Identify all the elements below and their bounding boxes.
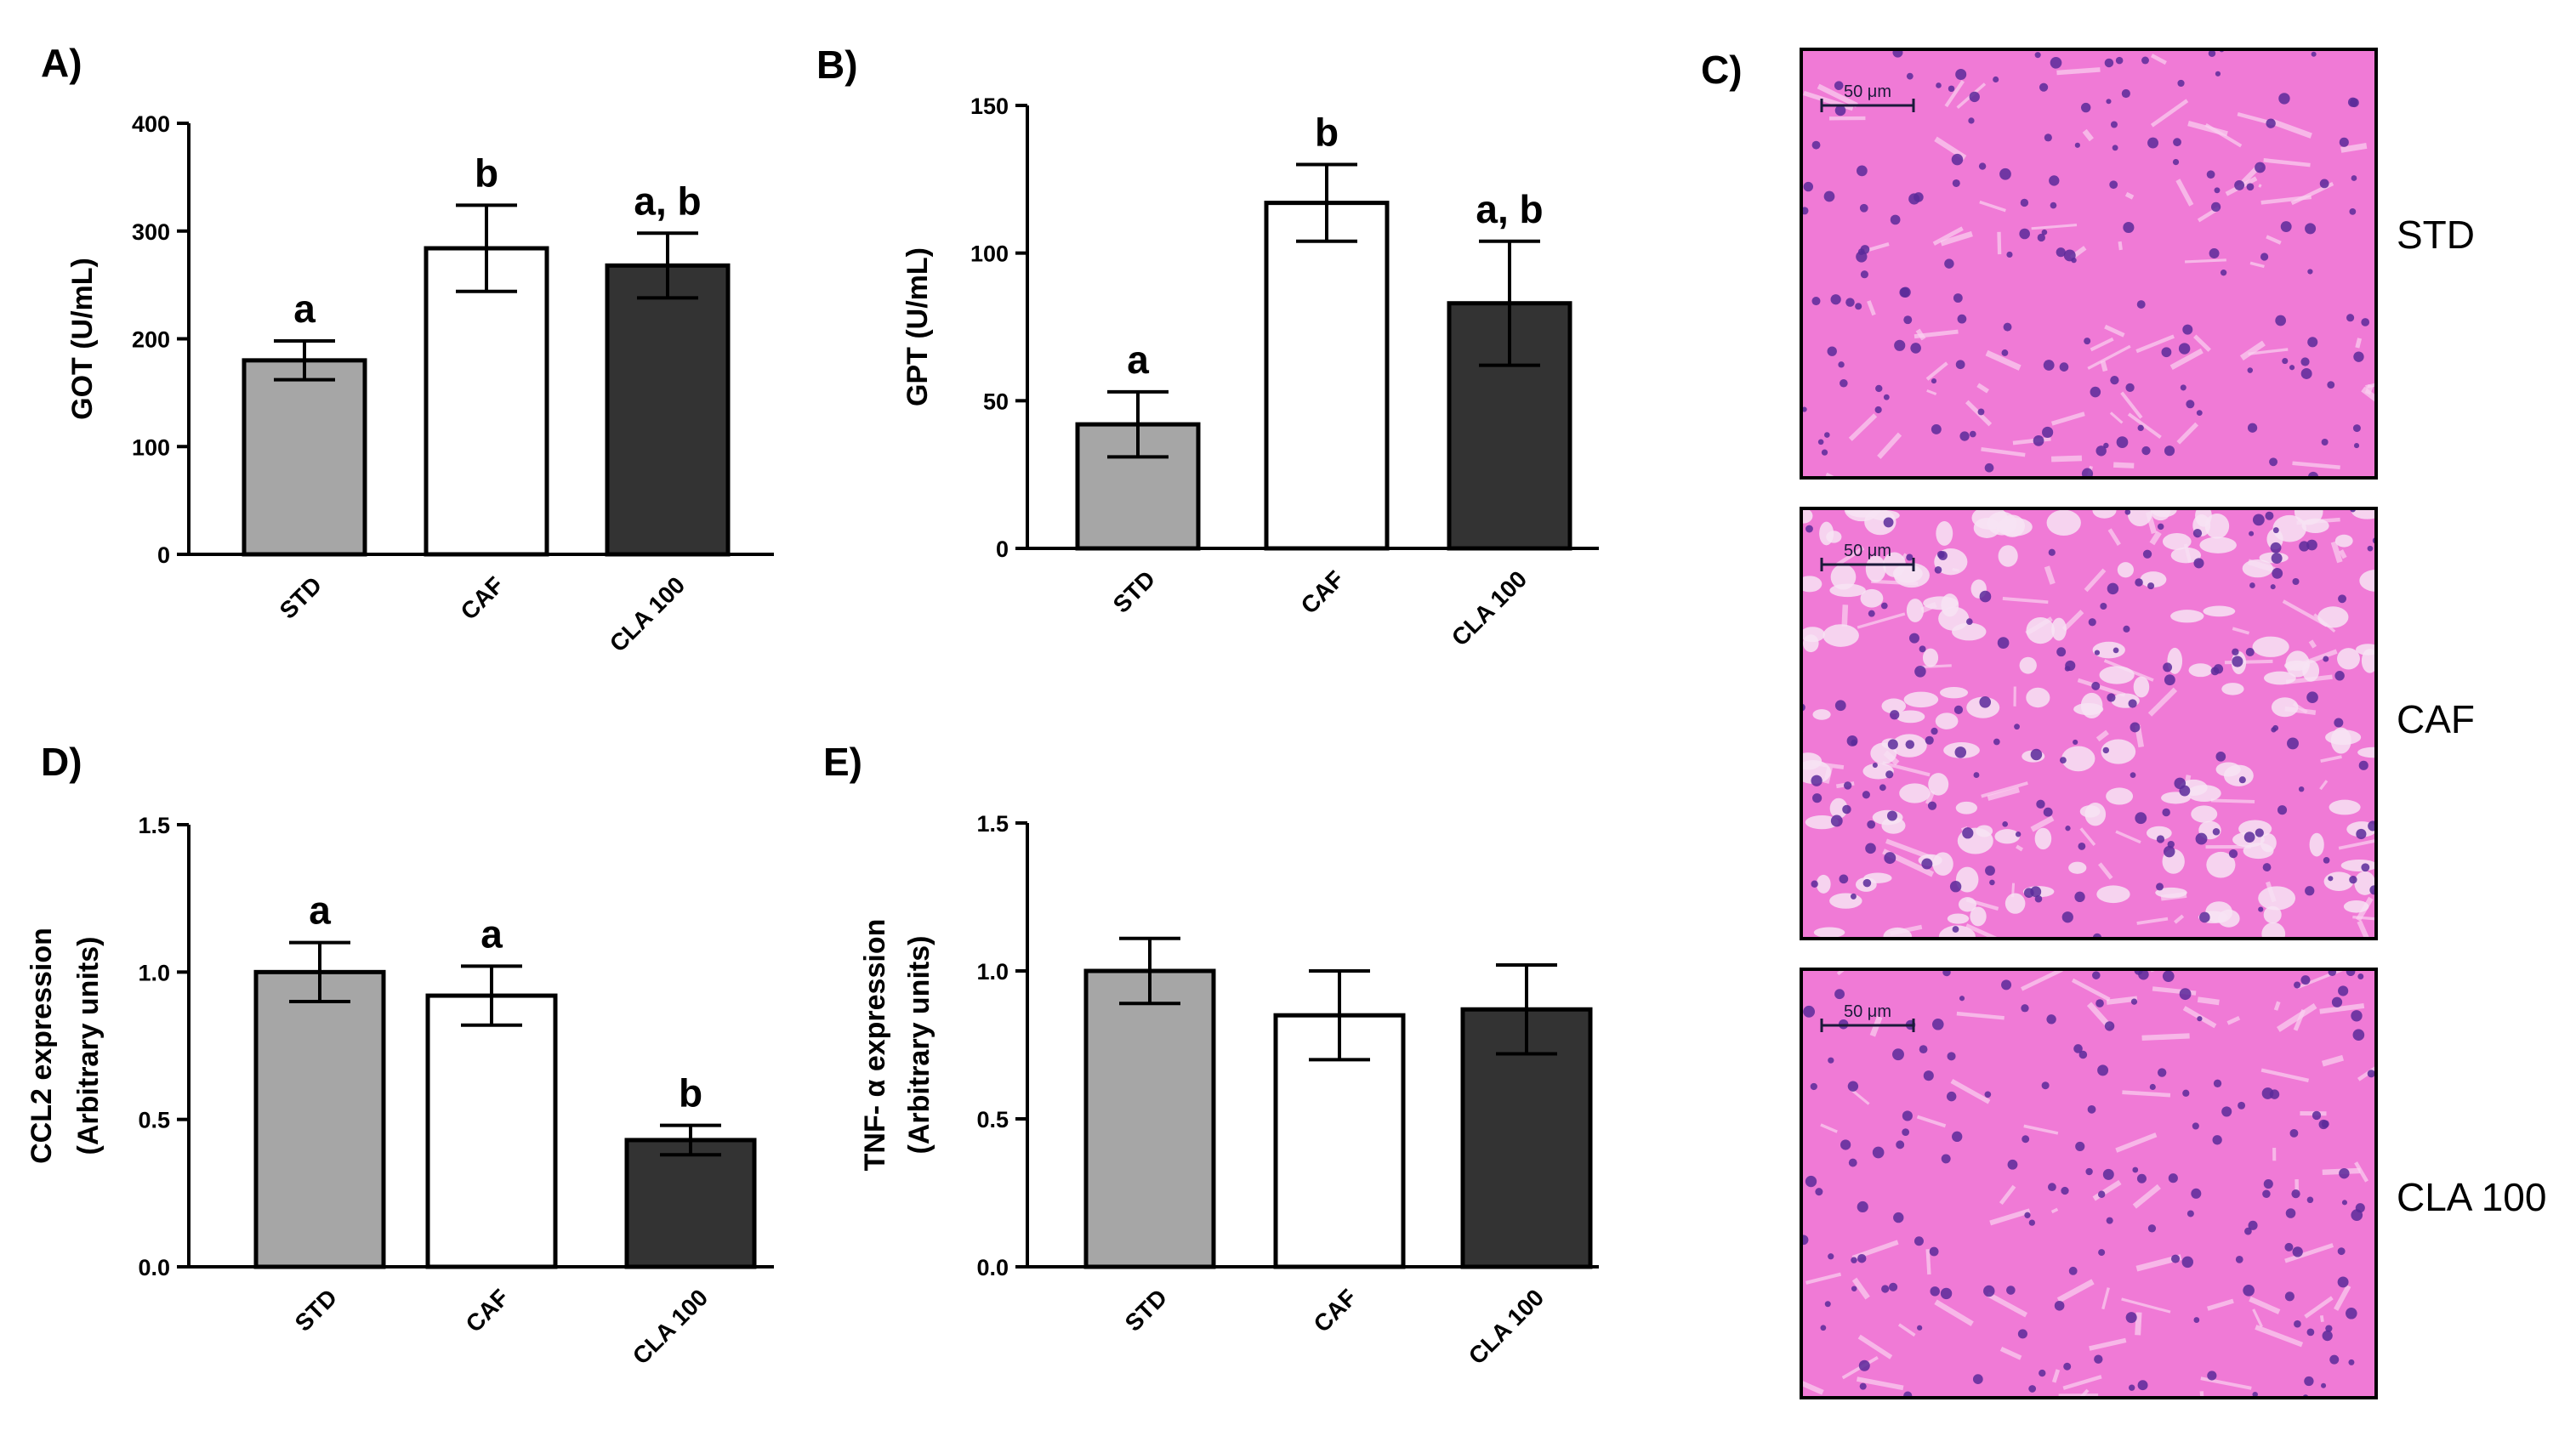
- error-bar: [1107, 389, 1169, 459]
- chart-gpt: 0 50 100 150 GPT (U/mL) a STD b CAF a, b CLA 100: [901, 94, 1599, 651]
- panel-letter-a: A): [41, 41, 82, 85]
- error-bar: [289, 940, 350, 1003]
- significance-label: a: [1127, 338, 1149, 382]
- significance-label: a: [293, 287, 316, 331]
- error-bar: [660, 1123, 721, 1157]
- significance-label: a, b: [634, 179, 701, 223]
- y-tick-label: 0: [157, 542, 170, 568]
- bar-caf: [425, 993, 558, 1269]
- error-bar: [1496, 963, 1557, 1056]
- histology-image-cla-100: 50 μm: [1800, 968, 2378, 1399]
- scale-bar-label: 50 μm: [1844, 1002, 1891, 1021]
- y-tick-label: 0.5: [138, 1108, 170, 1133]
- significance-label: b: [475, 150, 498, 195]
- error-bar: [1296, 162, 1357, 243]
- y-axis-title: GPT (U/mL): [901, 247, 934, 406]
- bar-caf: [1264, 201, 1390, 551]
- y-tick-label: 300: [132, 219, 170, 245]
- histology-image-caf: 50 μm: [1800, 507, 2378, 940]
- histology-image-std: 50 μm: [1800, 48, 2378, 480]
- y-tick-label: 1.5: [138, 813, 170, 838]
- histology-label: CAF: [2397, 697, 2475, 741]
- panel-letter-e: E): [823, 740, 862, 784]
- histology-panel: 50 μm STD 50 μm CAF 50 μm CLA 100: [1800, 48, 2546, 1399]
- x-tick-label: CLA 100: [605, 571, 690, 656]
- bar-cla-100: [605, 263, 731, 557]
- y-tick-label: 150: [970, 94, 1009, 119]
- y-tick-label: 400: [132, 111, 170, 137]
- y-tick-label: 0.5: [976, 1107, 1009, 1132]
- y-tick-label: 50: [983, 389, 1009, 414]
- significance-label: a: [309, 888, 331, 933]
- y-axis-title-line2: (Arbitrary units): [72, 937, 105, 1155]
- x-tick-label: CAF: [1309, 1284, 1362, 1337]
- scale-bar: 50 μm: [1820, 542, 1915, 571]
- x-tick-label: CAF: [456, 571, 509, 625]
- histology-frame: [1800, 48, 2378, 480]
- error-bar: [1309, 969, 1370, 1062]
- x-tick-label: CLA 100: [1447, 565, 1532, 650]
- y-tick-label: 200: [132, 327, 170, 353]
- scale-bar: 50 μm: [1820, 82, 1915, 112]
- chart-ccl2: 0.0 0.5 1.0 1.5 CCL2 expression (Arbitrary un…: [26, 813, 774, 1370]
- panel-letter-b: B): [816, 43, 858, 87]
- x-tick-label: STD: [1108, 565, 1161, 618]
- y-axis-title-line2: (Arbitrary units): [903, 936, 935, 1155]
- x-tick-label: STD: [290, 1284, 343, 1337]
- significance-label: b: [1315, 110, 1339, 154]
- scale-bar-label: 50 μm: [1844, 82, 1891, 101]
- histology-frame: [1800, 968, 2378, 1399]
- x-tick-label: CAF: [461, 1284, 515, 1337]
- chart-tnf-alpha: 0.0 0.5 1.0 1.5 TNF- α expression (Arbitrary …: [859, 811, 1599, 1370]
- histology-frame: [1800, 507, 2378, 940]
- panel-letter-d: D): [41, 740, 82, 784]
- y-tick-label: 0.0: [138, 1255, 170, 1280]
- x-tick-label: CAF: [1296, 565, 1350, 619]
- y-tick-label: 100: [132, 434, 170, 460]
- bar-std: [1083, 968, 1216, 1269]
- significance-label: a, b: [1476, 187, 1543, 231]
- panel-letter-c: C): [1701, 48, 1743, 92]
- bar-std: [253, 969, 386, 1269]
- error-bar: [456, 203, 517, 293]
- x-tick-label: CLA 100: [628, 1284, 713, 1369]
- y-tick-label: 0: [996, 536, 1009, 562]
- error-bar: [274, 339, 335, 382]
- error-bar: [1479, 239, 1540, 367]
- x-tick-label: CLA 100: [1464, 1284, 1549, 1369]
- significance-label: b: [679, 1071, 702, 1115]
- x-tick-label: STD: [275, 571, 327, 624]
- significance-label: a: [481, 911, 503, 956]
- bar-std: [242, 358, 367, 557]
- scale-bar-label: 50 μm: [1844, 542, 1891, 560]
- y-axis-title: GOT (U/mL): [66, 258, 99, 420]
- y-tick-label: 0.0: [976, 1255, 1009, 1280]
- error-bar: [637, 231, 698, 300]
- y-tick-label: 100: [970, 241, 1009, 267]
- histology-label: STD: [2397, 213, 2475, 257]
- histology-label: CLA 100: [2397, 1175, 2546, 1219]
- x-tick-label: STD: [1120, 1284, 1173, 1337]
- error-bar: [1119, 936, 1180, 1006]
- y-tick-label: 1.0: [976, 959, 1009, 985]
- y-axis-title-line1: TNF- α expression: [859, 919, 891, 1172]
- scale-bar: 50 μm: [1820, 1002, 1915, 1032]
- error-bar: [461, 964, 522, 1027]
- bar-caf: [424, 246, 549, 557]
- y-tick-label: 1.0: [138, 960, 170, 985]
- chart-got: 0 100 200 300 400 GOT (U/mL) a STD b CAF a, b CLA 1…: [66, 111, 774, 657]
- y-axis-title-line1: CCL2 expression: [26, 928, 58, 1164]
- y-tick-label: 1.5: [976, 811, 1009, 837]
- bar-cla-100: [624, 1138, 757, 1269]
